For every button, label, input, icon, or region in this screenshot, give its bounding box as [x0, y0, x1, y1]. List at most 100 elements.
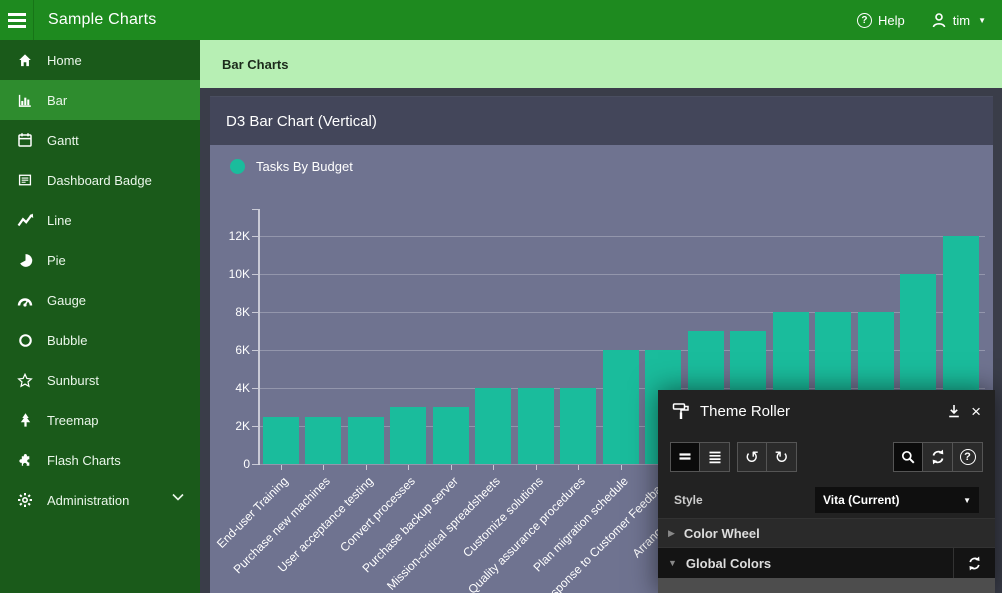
close-icon[interactable]: × — [971, 403, 981, 420]
tree-icon — [16, 412, 34, 428]
badge-list-icon — [16, 172, 34, 188]
home-icon — [16, 52, 34, 68]
sidebar-item-home[interactable]: Home — [0, 40, 200, 80]
bar[interactable] — [263, 417, 299, 465]
gridline — [258, 236, 985, 237]
sidebar-item-label: Bar — [47, 93, 67, 108]
redo-icon: ↻ — [774, 449, 788, 466]
bar[interactable] — [475, 388, 511, 464]
advanced-settings-button[interactable] — [700, 442, 730, 472]
sidebar-item-bar[interactable]: Bar — [0, 80, 200, 120]
sidebar-item-label: Bubble — [47, 333, 87, 348]
bar[interactable] — [560, 388, 596, 464]
refresh-icon — [966, 555, 983, 572]
undo-icon: ↺ — [745, 449, 759, 466]
sidebar-item-sunburst[interactable]: Sunburst — [0, 360, 200, 400]
chevron-down-icon — [172, 493, 184, 501]
sidebar-item-gauge[interactable]: Gauge — [0, 280, 200, 320]
sidebar-item-label: Sunburst — [47, 373, 99, 388]
app-title: Sample Charts — [48, 11, 156, 29]
y-axis-line — [258, 209, 260, 465]
redo-button[interactable]: ↻ — [767, 442, 797, 472]
sidebar-item-pie[interactable]: Pie — [0, 240, 200, 280]
x-axis-tick — [366, 465, 367, 470]
chart-card-header: D3 Bar Chart (Vertical) — [210, 97, 993, 145]
style-select[interactable]: Vita (Current) ▼ — [815, 487, 979, 513]
chevron-down-icon: ▼ — [668, 558, 677, 568]
style-row: Style Vita (Current) ▼ — [658, 482, 995, 518]
bar[interactable] — [390, 407, 426, 464]
x-axis-tick — [536, 465, 537, 470]
undo-button[interactable]: ↺ — [737, 442, 767, 472]
global-colors-refresh-button[interactable] — [953, 548, 995, 578]
sidebar-item-label: Line — [47, 213, 72, 228]
topbar-actions: ? Help tim ▼ — [857, 12, 1002, 28]
bar-chart-icon — [16, 92, 34, 108]
puzzle-icon — [16, 452, 34, 468]
sidebar-item-gantt[interactable]: Gantt — [0, 120, 200, 160]
export-download-icon[interactable] — [947, 404, 961, 418]
x-axis-tick — [578, 465, 579, 470]
user-name: tim — [953, 13, 970, 28]
bar[interactable] — [305, 417, 341, 465]
question-icon: ? — [960, 449, 976, 465]
y-axis-end-tick — [252, 209, 258, 210]
sidebar-item-dashboard-badge[interactable]: Dashboard Badge — [0, 160, 200, 200]
user-menu[interactable]: tim ▼ — [931, 12, 986, 28]
x-axis-tick — [493, 465, 494, 470]
theme-roller-toolbar: ↺ ↻ ? — [658, 432, 995, 482]
sidebar-item-administration[interactable]: Administration — [0, 480, 200, 520]
select-caret-icon: ▼ — [963, 496, 971, 505]
x-axis-tick — [408, 465, 409, 470]
section-color-wheel[interactable]: ▶ Color Wheel — [658, 518, 995, 547]
y-axis-tick-label: 10K — [210, 267, 250, 281]
y-axis-tick-label: 6K — [210, 343, 250, 357]
topbar: Sample Charts ? Help tim ▼ — [0, 0, 1002, 40]
sidebar-item-treemap[interactable]: Treemap — [0, 400, 200, 440]
bubble-icon — [16, 332, 34, 348]
sidebar-item-flash-charts[interactable]: Flash Charts — [0, 440, 200, 480]
help-button[interactable]: ? Help — [857, 13, 905, 28]
help-icon: ? — [857, 13, 872, 28]
x-axis-tick — [281, 465, 282, 470]
basic-settings-button[interactable] — [670, 442, 700, 472]
paint-roller-icon — [672, 402, 690, 420]
chart-card-title: D3 Bar Chart (Vertical) — [226, 113, 377, 130]
help-label: Help — [878, 13, 905, 28]
line-chart-icon — [16, 212, 34, 228]
style-select-value: Vita (Current) — [823, 493, 961, 507]
refresh-button[interactable] — [923, 442, 953, 472]
sidebar-item-label: Treemap — [47, 413, 99, 428]
x-axis-tick — [451, 465, 452, 470]
help-panel-button[interactable]: ? — [953, 442, 983, 472]
bar[interactable] — [348, 417, 384, 465]
chevron-down-icon: ▼ — [978, 16, 986, 25]
bar[interactable] — [518, 388, 554, 464]
hamburger-menu-icon[interactable] — [0, 0, 34, 40]
x-axis-tick — [323, 465, 324, 470]
bar[interactable] — [433, 407, 469, 464]
sidebar-item-label: Gauge — [47, 293, 86, 308]
sidebar-item-label: Dashboard Badge — [47, 173, 152, 188]
sidebar-item-label: Pie — [47, 253, 66, 268]
search-button[interactable] — [893, 442, 923, 472]
color-list-strip — [658, 578, 995, 593]
sidebar-item-label: Home — [47, 53, 82, 68]
y-axis-tick-label: 4K — [210, 381, 250, 395]
y-axis-tick-label: 2K — [210, 419, 250, 433]
sidebar-item-line[interactable]: Line — [0, 200, 200, 240]
section-global-colors[interactable]: ▼ Global Colors — [658, 547, 995, 578]
y-axis-tick-label: 0 — [210, 457, 250, 471]
theme-roller-header: Theme Roller × — [658, 390, 995, 432]
style-label: Style — [674, 493, 815, 507]
sidebar-nav: Home Bar Gantt Dashboard Badge Line Pie Gauge B… — [0, 40, 200, 593]
sidebar-item-label: Gantt — [47, 133, 79, 148]
pie-chart-icon — [16, 252, 34, 268]
star-icon — [16, 372, 34, 388]
app-window: Sample Charts ? Help tim ▼ Home Bar Gantt D… — [0, 0, 1002, 593]
sidebar-item-bubble[interactable]: Bubble — [0, 320, 200, 360]
breadcrumb: Bar Charts — [200, 40, 1002, 88]
y-axis-tick-label: 12K — [210, 229, 250, 243]
user-icon — [931, 12, 947, 28]
bar[interactable] — [603, 350, 639, 464]
